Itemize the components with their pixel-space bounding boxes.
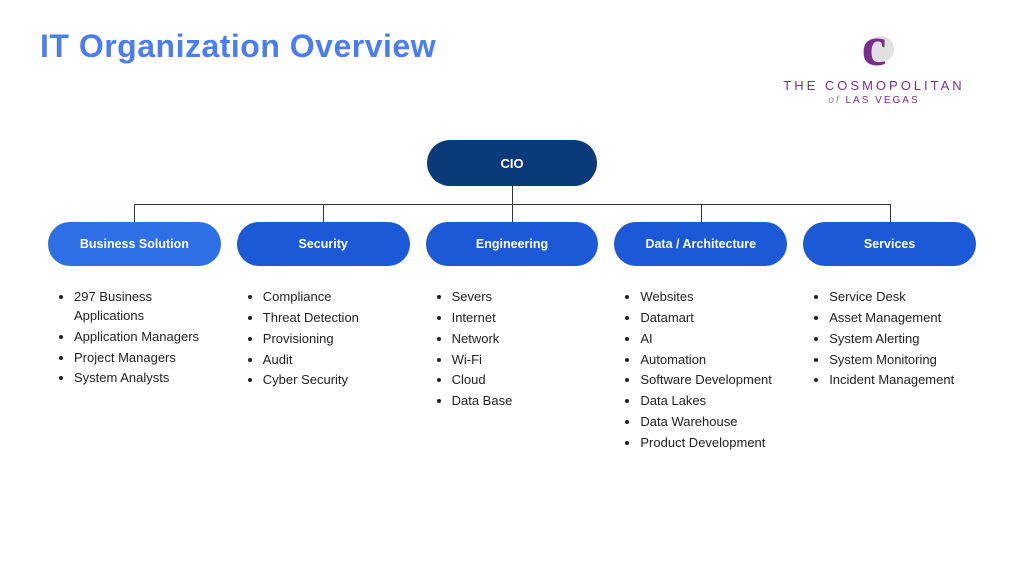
org-dept-item: Websites — [640, 288, 781, 307]
org-column: Services Service Desk Asset Management Syst… — [803, 222, 976, 455]
org-dept-item: Product Development — [640, 434, 781, 453]
connector-drop — [890, 204, 891, 222]
org-dept-item: Compliance — [263, 288, 404, 307]
org-dept-item: Network — [452, 330, 593, 349]
org-dept-item: Automation — [640, 351, 781, 370]
org-column: Business Solution 297 Business Applicatio… — [48, 222, 221, 455]
org-root-node: CIO — [427, 140, 597, 186]
connector-horizontal — [48, 204, 976, 222]
connector-drop — [512, 204, 513, 222]
org-dept-item: Internet — [452, 309, 593, 328]
org-column: Engineering Severs Internet Network Wi-FiClo… — [426, 222, 599, 455]
org-chart: CIO Business Solution 297 Business Applic… — [0, 140, 1024, 455]
org-dept-item: Provisioning — [263, 330, 404, 349]
org-columns: Business Solution 297 Business Applicatio… — [0, 222, 1024, 455]
logo-line2-prefix: of — [828, 95, 845, 106]
org-dept-item: Audit — [263, 351, 404, 370]
org-dept-item: Project Managers — [74, 349, 215, 368]
logo-glyph: c — [862, 22, 887, 72]
page-title: IT Organization Overview — [40, 28, 436, 65]
org-dept-item: AI — [640, 330, 781, 349]
org-dept-items: Websites Datamart AI AutomationSoftware Dev… — [614, 288, 787, 453]
org-dept-item: Wi-Fi — [452, 351, 593, 370]
org-dept-item: Severs — [452, 288, 593, 307]
connector-drop — [701, 204, 702, 222]
org-dept-item: System Alerting — [829, 330, 970, 349]
org-dept-item: Application Managers — [74, 328, 215, 347]
org-dept-items: 297 Business Applications Application Man… — [48, 288, 221, 388]
org-dept-item: Incident Management — [829, 371, 970, 390]
org-dept-node: Security — [237, 222, 410, 266]
org-dept-items: Compliance Threat Detection Provisioning Au… — [237, 288, 410, 390]
org-dept-item: Data Lakes — [640, 392, 781, 411]
org-dept-node: Business Solution — [48, 222, 221, 266]
org-column: Security Compliance Threat Detection Provis… — [237, 222, 410, 455]
org-dept-items: Service Desk Asset Management System Alert… — [803, 288, 976, 390]
org-dept-node: Data / Architecture — [614, 222, 787, 266]
org-dept-item: System Analysts — [74, 369, 215, 388]
logo-line1: THE COSMOPOLITAN — [774, 78, 974, 93]
org-dept-item: Cyber Security — [263, 371, 404, 390]
org-dept-node: Services — [803, 222, 976, 266]
org-dept-node: Engineering — [426, 222, 599, 266]
connector-vertical — [512, 186, 513, 204]
org-dept-items: Severs Internet Network Wi-FiCloud Data Base — [426, 288, 599, 411]
connector-drop — [134, 204, 135, 222]
org-dept-item: Datamart — [640, 309, 781, 328]
brand-logo: c THE COSMOPOLITAN of LAS VEGAS — [774, 22, 974, 106]
logo-line2-main: LAS VEGAS — [845, 95, 919, 106]
org-dept-item: Threat Detection — [263, 309, 404, 328]
connector-drop — [323, 204, 324, 222]
org-dept-item: Data Base — [452, 392, 593, 411]
org-dept-item: Asset Management — [829, 309, 970, 328]
org-dept-item: System Monitoring — [829, 351, 970, 370]
org-dept-item: Cloud — [452, 371, 593, 390]
org-column: Data / Architecture Websites Datamart AI Aut… — [614, 222, 787, 455]
org-dept-item: Data Warehouse — [640, 413, 781, 432]
logo-line2: of LAS VEGAS — [774, 95, 974, 106]
org-dept-item: Software Development — [640, 371, 781, 390]
org-dept-item: 297 Business Applications — [74, 288, 215, 326]
org-dept-item: Service Desk — [829, 288, 970, 307]
